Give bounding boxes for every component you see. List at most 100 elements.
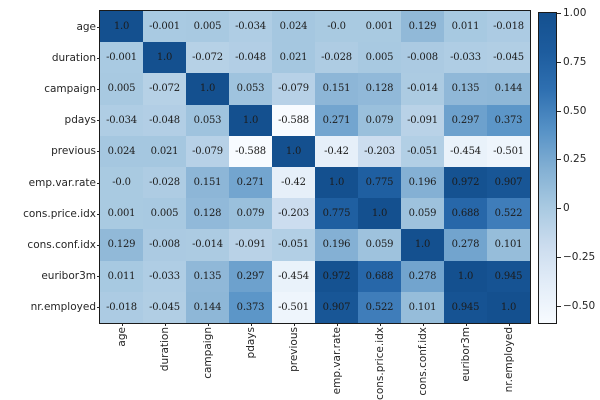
heatmap-cell: 0.005 xyxy=(143,198,186,230)
heatmap-cell: -0.42 xyxy=(272,166,315,199)
heatmap-cell: -0.588 xyxy=(272,104,315,136)
heatmap-cell: 0.373 xyxy=(487,104,530,136)
heatmap-cell: 0.271 xyxy=(315,104,358,136)
heatmap-cell: 0.278 xyxy=(444,229,487,261)
heatmap-cell: 0.151 xyxy=(186,166,229,199)
heatmap-cell: 0.129 xyxy=(100,229,143,261)
heatmap-cell: -0.072 xyxy=(143,73,186,105)
heatmap-cell: 0.297 xyxy=(444,104,487,136)
colorbar-tick-label: 1.00 xyxy=(563,7,587,19)
y-axis-tick xyxy=(97,57,100,59)
heatmap-cell: 0.005 xyxy=(358,42,401,74)
y-axis-tick xyxy=(97,151,100,153)
heatmap-cell: 0.059 xyxy=(358,229,401,261)
heatmap-cell: 0.059 xyxy=(401,198,444,230)
colorbar-tick-label: 0 xyxy=(563,202,570,215)
y-axis-tick xyxy=(97,182,100,184)
heatmap-cell: -0.048 xyxy=(143,104,186,136)
heatmap-cell: 0.021 xyxy=(272,42,315,74)
heatmap-cell: -0.079 xyxy=(272,73,315,105)
heatmap-cell: 1.0 xyxy=(358,198,401,230)
heatmap-cell: 0.024 xyxy=(100,135,143,167)
heatmap-cell: 1.0 xyxy=(143,42,186,74)
heatmap-cell: -0.091 xyxy=(401,104,444,136)
colorbar-tick-label: −0.50 xyxy=(563,299,596,312)
x-axis-label: nr.employed xyxy=(502,327,515,393)
heatmap-cell: 0.972 xyxy=(444,166,487,199)
heatmap-cell: 0.024 xyxy=(272,11,315,43)
heatmap-cell: -0.0 xyxy=(315,11,358,43)
heatmap-cell: -0.014 xyxy=(186,229,229,261)
heatmap-cell: 0.129 xyxy=(401,11,444,43)
heatmap-cell: 0.001 xyxy=(100,198,143,230)
heatmap-cell: -0.203 xyxy=(272,198,315,230)
heatmap-cell: -0.001 xyxy=(100,42,143,74)
y-axis-tick xyxy=(97,26,100,28)
heatmap-cell: 0.907 xyxy=(487,166,530,199)
colorbar-tick-label: 0.75 xyxy=(563,55,587,68)
heatmap-cell: -0.42 xyxy=(315,135,358,167)
heatmap-cell: 0.053 xyxy=(186,104,229,136)
heatmap-cell: -0.001 xyxy=(143,11,186,43)
x-axis-label: emp.var.rate xyxy=(330,327,343,395)
heatmap-cell: -0.454 xyxy=(272,260,315,292)
heatmap-cell: -0.033 xyxy=(143,260,186,292)
heatmap-cell: 0.005 xyxy=(100,73,143,105)
y-axis-label: pdays xyxy=(64,114,96,127)
heatmap-cell: 0.144 xyxy=(186,291,229,323)
x-axis-label: euribor3m xyxy=(459,327,472,382)
heatmap-cell: 0.144 xyxy=(487,73,530,105)
heatmap-cell: 0.101 xyxy=(487,229,530,261)
heatmap-cell: -0.051 xyxy=(272,229,315,261)
x-axis-tick xyxy=(293,323,295,326)
heatmap-cell: 0.135 xyxy=(186,260,229,292)
heatmap-cell: -0.045 xyxy=(143,291,186,323)
x-axis-tick xyxy=(379,323,381,326)
heatmap-cell: -0.018 xyxy=(100,291,143,323)
y-axis-label: duration xyxy=(51,51,96,64)
heatmap-cell: 0.907 xyxy=(315,291,358,323)
x-axis-tick xyxy=(465,323,467,326)
x-axis-tick xyxy=(336,323,338,326)
heatmap-cell: -0.018 xyxy=(487,11,530,43)
colorbar-tick xyxy=(557,257,561,259)
colorbar xyxy=(538,12,557,324)
heatmap-grid: 1.0 -0.001 0.005 -0.034 0.024 -0.0 0.001 0.129 0… xyxy=(99,10,531,324)
heatmap-cell: 0.053 xyxy=(229,73,272,105)
y-axis-tick xyxy=(97,307,100,309)
x-axis-label: pdays xyxy=(244,327,257,359)
heatmap-cell: 0.011 xyxy=(100,260,143,292)
heatmap-cell: 0.522 xyxy=(487,198,530,230)
heatmap-cell: 1.0 xyxy=(487,291,530,323)
x-axis-tick xyxy=(422,323,424,326)
heatmap-cell: 0.196 xyxy=(401,166,444,199)
heatmap-cell: -0.008 xyxy=(401,42,444,74)
heatmap-cell: -0.079 xyxy=(186,135,229,167)
y-axis-tick xyxy=(97,245,100,246)
y-axis-tick xyxy=(97,120,100,122)
heatmap-cell: 0.135 xyxy=(444,73,487,105)
heatmap-cell: 1.0 xyxy=(315,166,358,199)
heatmap-cell: 0.128 xyxy=(358,73,401,105)
heatmap-cell: 1.0 xyxy=(444,260,487,292)
heatmap-cell: 0.278 xyxy=(401,260,444,292)
heatmap-cell: -0.091 xyxy=(229,229,272,261)
heatmap-cell: 0.775 xyxy=(358,166,401,199)
heatmap-cell: 0.373 xyxy=(229,291,272,323)
x-axis-label: campaign xyxy=(201,327,214,379)
heatmap-cell: 0.011 xyxy=(444,11,487,43)
heatmap-cell: 0.688 xyxy=(358,260,401,292)
x-axis-label: cons.price.idx xyxy=(373,327,386,400)
heatmap-cell: -0.051 xyxy=(401,135,444,167)
heatmap-cell: 0.021 xyxy=(143,135,186,167)
heatmap-cell: 0.945 xyxy=(487,260,530,292)
x-axis-tick xyxy=(250,323,252,326)
heatmap-cell: -0.0 xyxy=(100,166,143,199)
x-axis-label: age xyxy=(115,327,128,347)
y-axis-tick xyxy=(97,213,100,215)
x-axis-label: duration xyxy=(158,327,171,372)
heatmap-cell: 0.196 xyxy=(315,229,358,261)
y-axis-label: cons.price.idx xyxy=(23,207,96,220)
heatmap-cell: -0.008 xyxy=(143,229,186,261)
colorbar-tick xyxy=(557,159,561,161)
